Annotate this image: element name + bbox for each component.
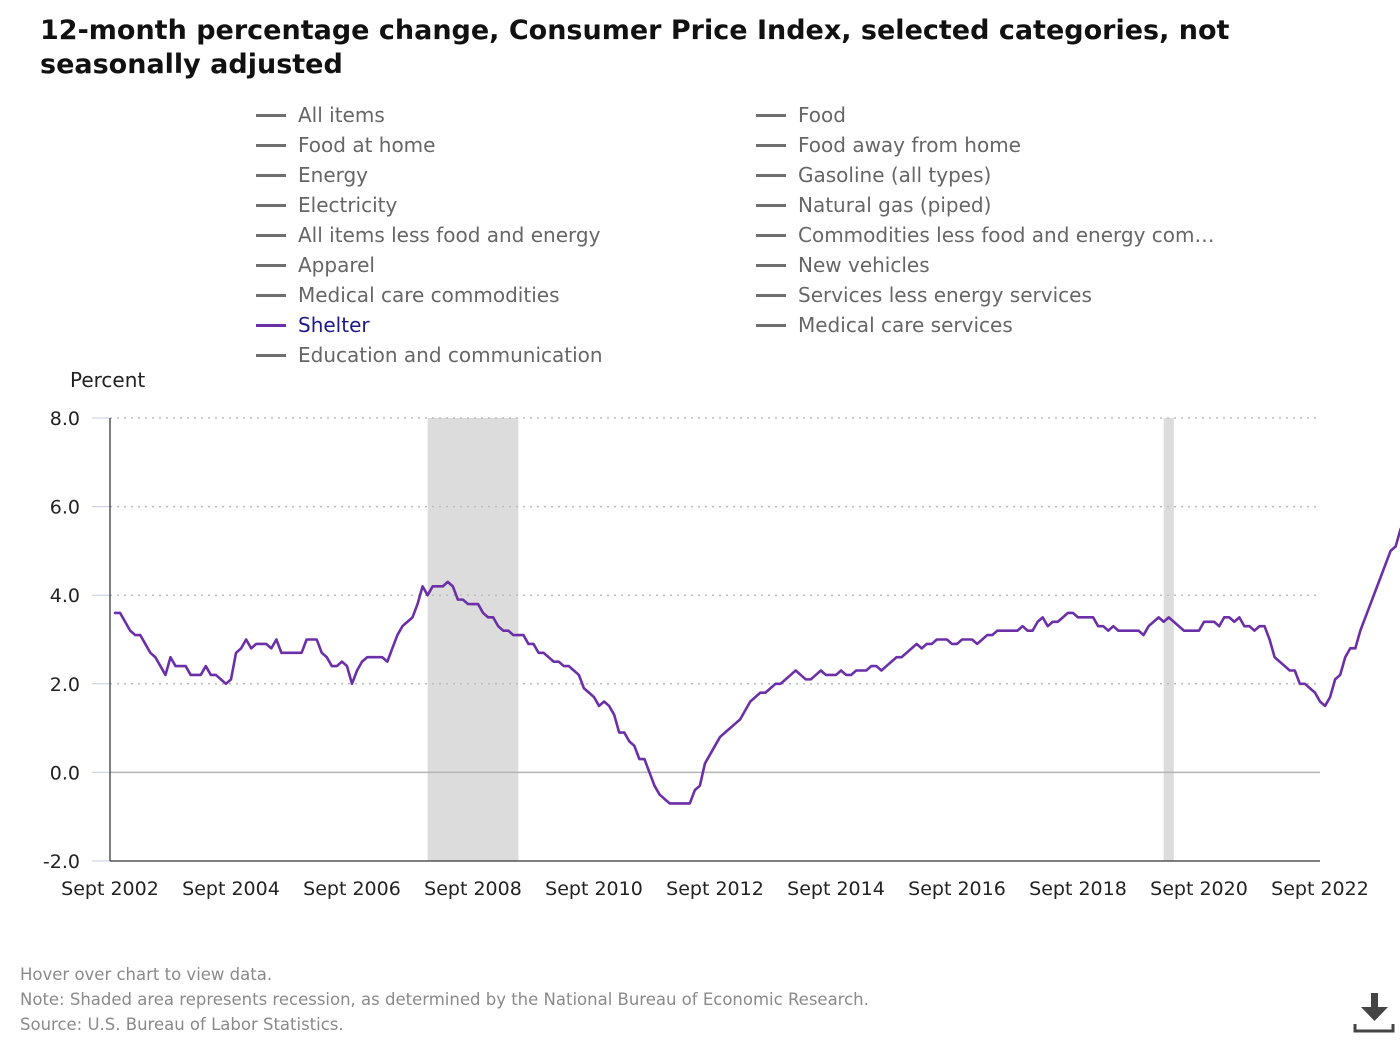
legend-label: Electricity <box>298 193 398 217</box>
x-tick-label: Sept 2004 <box>182 878 280 900</box>
legend-swatch <box>756 263 786 267</box>
legend-item-all-items[interactable]: All items <box>256 100 385 130</box>
legend-swatch <box>756 113 786 117</box>
legend-swatch <box>256 113 286 117</box>
legend-label: Food at home <box>298 133 436 157</box>
x-tick-label: Sept 2022 <box>1271 878 1369 900</box>
legend-label: Food away from home <box>798 133 1021 157</box>
legend-swatch <box>756 173 786 177</box>
chart-notes: Hover over chart to view data. Note: Sha… <box>20 962 869 1037</box>
series-line-shelter <box>113 527 1400 805</box>
legend-label: Natural gas (piped) <box>798 193 992 217</box>
legend-label: Medical care services <box>798 313 1013 337</box>
legend-swatch <box>256 353 286 357</box>
legend-swatch <box>756 293 786 297</box>
legend-swatch <box>256 233 286 237</box>
legend-swatch <box>256 263 286 267</box>
legend-label: Gasoline (all types) <box>798 163 992 187</box>
legend-item-food-away-from-home[interactable]: Food away from home <box>756 130 1021 160</box>
legend-swatch <box>256 203 286 207</box>
legend-item-natural-gas-piped[interactable]: Natural gas (piped) <box>756 190 991 220</box>
recession-note: Note: Shaded area represents recession, … <box>20 990 869 1009</box>
legend-swatch <box>756 233 786 237</box>
x-tick-label: Sept 2014 <box>787 878 885 900</box>
legend-swatch <box>756 143 786 147</box>
legend-swatch <box>256 293 286 297</box>
source-note: Source: U.S. Bureau of Labor Statistics. <box>20 1015 344 1034</box>
x-tick-label: Sept 2020 <box>1150 878 1248 900</box>
y-tick-label: 0.0 <box>50 762 80 784</box>
legend-item-apparel[interactable]: Apparel <box>256 250 375 280</box>
legend-label: Services less energy services <box>798 283 1092 307</box>
line-chart[interactable]: 8.0 6.0 4.0 2.0 0.0 -2.0 Sept 2002 Sept 2004 Sep… <box>0 0 1400 960</box>
legend-label: Food <box>798 103 846 127</box>
legend-item-energy[interactable]: Energy <box>256 160 368 190</box>
recession-band-2 <box>1163 418 1174 861</box>
legend-item-shelter[interactable]: Shelter <box>256 310 370 340</box>
legend-item-medical-care-commodities[interactable]: Medical care commodities <box>256 280 559 310</box>
download-icon[interactable] <box>1352 990 1396 1034</box>
legend-swatch <box>256 143 286 147</box>
legend-label: Apparel <box>298 253 375 277</box>
x-tick-label: Sept 2010 <box>545 878 643 900</box>
legend-item-medical-care-services[interactable]: Medical care services <box>756 310 1013 340</box>
y-tick-label: -2.0 <box>43 851 80 873</box>
hover-hint: Hover over chart to view data. <box>20 965 273 984</box>
legend-item-services-less-energy-services[interactable]: Services less energy services <box>756 280 1092 310</box>
legend-swatch <box>756 323 786 327</box>
legend-label: Energy <box>298 163 369 187</box>
x-tick-label: Sept 2002 <box>61 878 159 900</box>
legend-swatch <box>256 173 286 177</box>
y-tick-label: 4.0 <box>50 585 80 607</box>
legend-item-education-and-communication[interactable]: Education and communication <box>256 340 603 370</box>
legend-label: All items less food and energy <box>298 223 601 247</box>
y-tick-label: 6.0 <box>50 497 80 519</box>
x-tick-label: Sept 2006 <box>303 878 401 900</box>
legend-swatch <box>756 203 786 207</box>
legend-item-food-at-home[interactable]: Food at home <box>256 130 435 160</box>
legend-swatch <box>256 323 286 327</box>
legend-label: All items <box>298 103 385 127</box>
y-tick-label: 2.0 <box>50 674 80 696</box>
legend-label: Commodities less food and energy com… <box>798 223 1215 247</box>
chart-title: 12-month percentage change, Consumer Pri… <box>40 15 1230 80</box>
legend-label: Shelter <box>298 313 370 337</box>
legend-item-all-items-less-food-and-energy[interactable]: All items less food and energy <box>256 220 600 250</box>
y-axis-label: Percent <box>70 368 146 392</box>
y-tick-label: 8.0 <box>50 408 80 430</box>
legend-label: Education and communication <box>298 343 603 367</box>
x-tick-label: Sept 2016 <box>908 878 1006 900</box>
legend-label: Medical care commodities <box>298 283 560 307</box>
legend-label: New vehicles <box>798 253 930 277</box>
legend-item-electricity[interactable]: Electricity <box>256 190 397 220</box>
x-tick-label: Sept 2018 <box>1029 878 1127 900</box>
legend-item-new-vehicles[interactable]: New vehicles <box>756 250 930 280</box>
legend-item-food[interactable]: Food <box>756 100 846 130</box>
recession-band-1 <box>427 418 519 861</box>
legend-item-gasoline-all-types[interactable]: Gasoline (all types) <box>756 160 991 190</box>
legend-item-commodities-less-food-and-energy-com[interactable]: Commodities less food and energy com… <box>756 220 1215 250</box>
x-tick-label: Sept 2012 <box>666 878 764 900</box>
x-tick-label: Sept 2008 <box>424 878 522 900</box>
